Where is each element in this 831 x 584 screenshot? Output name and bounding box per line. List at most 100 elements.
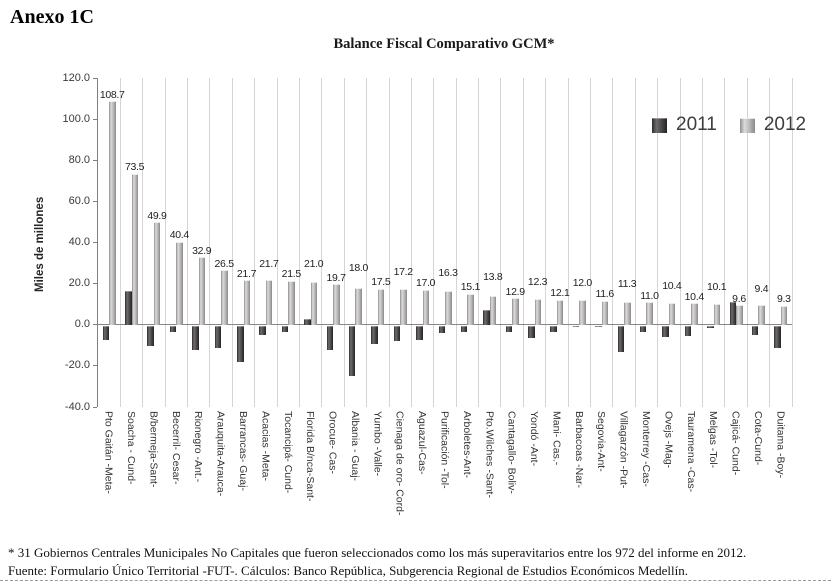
bar-2011 [751,325,759,335]
y-tick-label: -20.0 [64,359,90,372]
bar-2012 [601,300,609,325]
bar-2012 [646,302,653,325]
y-tick-mark [93,283,97,285]
bar-2011 [528,325,535,339]
bar-2012 [153,222,161,325]
bar-2012 [109,101,116,325]
chart-title: Balance Fiscal Comparativo GCM* [333,36,555,52]
y-tick-label: 20.0 [68,277,90,290]
data-label: 73.5 [124,161,145,174]
footnotes: * 31 Gobiernos Centrales Municipales No … [8,544,746,580]
category-gridline [433,78,435,407]
x-category-label: Yondó -Ant- [528,411,541,467]
bar-2011 [147,325,154,347]
bar-2011 [662,325,669,338]
bar-2012 [288,280,295,325]
x-category-label: Orocue- Cas- [326,411,339,475]
bar-2012 [668,303,676,325]
category-gridline [321,78,323,407]
category-gridline [724,78,726,407]
category-gridline [590,78,592,407]
x-category-label: Cienaga de oro- Cord- [393,411,406,516]
bar-2012 [736,305,743,325]
data-label: 11.3 [617,278,637,291]
data-label: 21.0 [304,258,324,271]
data-label: 12.9 [505,285,526,298]
category-gridline [455,78,457,407]
bar-2011 [192,325,199,351]
y-tick-label: 40.0 [68,236,90,248]
x-category-label: Pto Gaitán -Meta- [102,411,115,494]
data-label: 21.7 [259,257,279,270]
bar-2011 [483,310,490,325]
data-label: 17.2 [393,266,414,279]
bar-2011 [259,325,266,335]
x-category-label: B/bermeja-Sant- [147,411,160,488]
bar-2012 [467,293,474,325]
data-label: 21.5 [281,268,302,281]
bar-2012 [758,305,765,325]
bar-2012 [422,289,430,325]
data-label: 12.1 [550,287,570,300]
x-category-label: Barbacoas -Nar- [572,411,585,489]
x-category-label: Barrancas- Guaj- [237,411,250,491]
x-category-label: Tocancipá- Cund- [281,411,294,494]
data-label: 11.6 [595,288,614,301]
bar-2012 [713,303,721,325]
x-category-label: Mani- Cas.- [550,411,563,466]
x-axis-labels: Pto Gaitán -Meta- Soacha - Cund- B/bermeja… [97,411,791,539]
y-tick-mark [93,324,97,326]
data-label: 11.0 [640,289,659,302]
category-gridline [500,78,502,407]
legend-swatch-2011 [652,117,667,133]
bar-2012 [691,303,698,325]
bar-2012 [534,299,542,325]
bar-2011 [348,325,356,377]
zero-axis-line [98,324,792,326]
x-category-label: Acacias -Meta- [259,411,272,482]
data-label: 16.3 [438,267,458,280]
bar-2011 [550,325,557,332]
category-gridline [769,78,771,407]
y-tick-label: 100.0 [62,112,90,125]
bar-2011 [281,325,289,332]
bar-2012 [355,287,362,325]
data-label: 17.5 [371,276,391,289]
x-category-label: Monterrey -Cas- [639,411,652,487]
y-tick-label: 60.0 [68,194,90,207]
category-gridline [142,78,144,407]
x-category-label: Soacha - Cund- [125,411,138,485]
category-gridline [791,78,793,407]
bar-2011 [169,325,177,332]
x-category-label: Albania - Guaj- [348,411,361,482]
data-label: 26.5 [214,257,235,270]
bar-2011 [460,325,468,332]
x-category-label: Yumbo -Valle- [371,411,384,477]
bar-2011 [595,325,602,327]
bar-2011 [393,325,401,342]
category-gridline [209,78,211,407]
plot-area: 108.7 73.5 49.9 40.4 32.9 26.5 21.7 21.7 21.5 21.… [97,78,793,407]
x-category-label: Arboletes-Ant- [460,411,473,479]
data-label: 10.4 [684,290,705,303]
bar-2012 [310,281,318,325]
bar-2012 [377,288,385,325]
y-tick-mark [93,118,97,120]
bar-2012 [243,280,251,325]
legend-swatch-2012 [739,117,755,133]
bar-2011 [326,325,334,351]
x-category-label: Rionegro -Ant.- [192,411,205,483]
data-label: 10.1 [707,280,727,293]
bottom-divider [0,580,831,581]
bar-2011 [304,318,311,325]
category-gridline [545,78,547,407]
x-category-label: Becerril- Cesar- [169,411,182,485]
x-category-label: Aguazul-Cas- [416,411,429,475]
bar-2012 [176,241,183,325]
bar-2011 [237,325,244,362]
bar-2012 [579,300,586,325]
bar-2012 [489,296,497,325]
category-gridline [746,78,748,407]
category-gridline [187,78,189,407]
category-gridline [388,78,390,407]
